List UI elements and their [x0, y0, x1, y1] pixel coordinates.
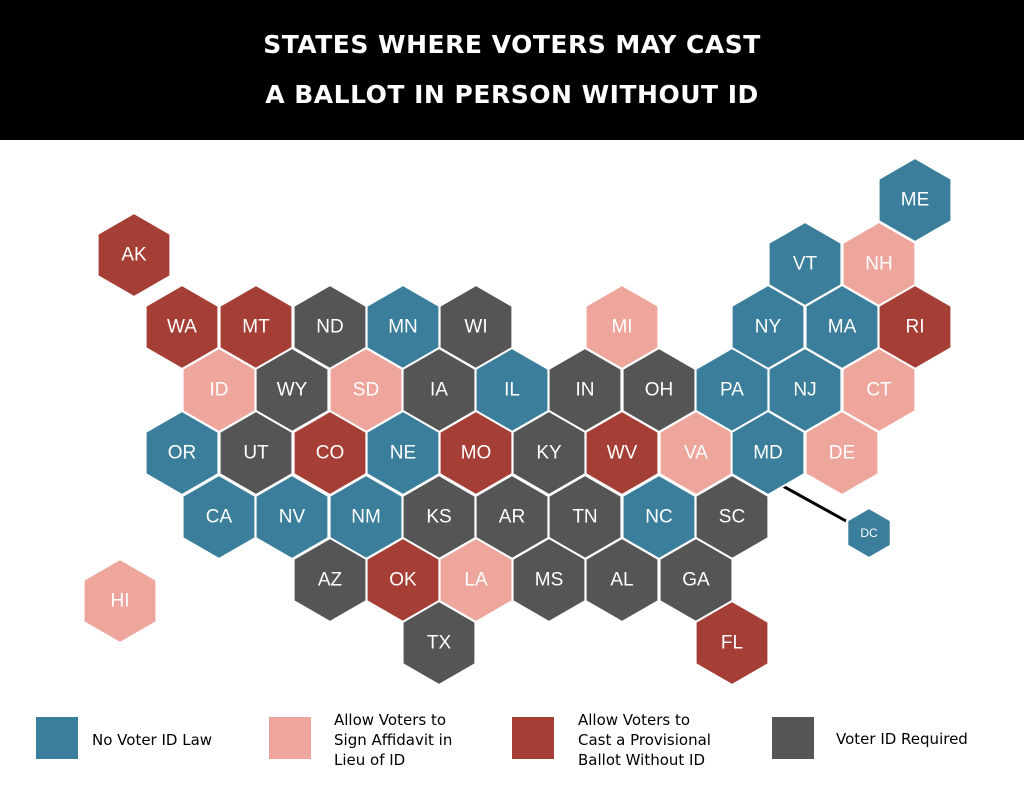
legend-label-provisional: Allow Voters to Cast a Provisional Ballo… — [578, 711, 711, 769]
state-label-nh: NH — [865, 254, 892, 275]
state-shape-al — [584, 536, 660, 624]
legend-swatch-required — [772, 717, 814, 759]
state-hex-ak: AK — [96, 211, 172, 299]
state-shape-hi — [82, 557, 158, 645]
state-label-ak: AK — [121, 245, 147, 266]
state-label-vt: VT — [793, 254, 818, 275]
state-hex-or: OR — [144, 409, 220, 497]
state-label-il: IL — [504, 380, 520, 401]
state-label-ar: AR — [499, 507, 525, 528]
state-label-ne: NE — [390, 443, 416, 464]
state-shape-de — [804, 409, 880, 497]
state-label-mt: MT — [242, 317, 270, 338]
header-banner: STATES WHERE VOTERS MAY CAST A BALLOT IN… — [0, 0, 1024, 140]
state-label-id: ID — [210, 380, 229, 401]
state-label-tn: TN — [572, 507, 597, 528]
state-label-ut: UT — [243, 443, 269, 464]
state-label-nd: ND — [316, 317, 343, 338]
legend-label-no-id: No Voter ID Law — [92, 731, 213, 749]
state-hex-mo: MO — [438, 409, 514, 497]
state-hex-de: DE — [804, 409, 880, 497]
state-hex-nv: NV — [254, 473, 330, 561]
state-shape-nv — [254, 473, 330, 561]
state-label-sc: SC — [719, 507, 745, 528]
state-label-ct: CT — [866, 380, 892, 401]
state-label-hi: HI — [111, 591, 130, 612]
state-label-nv: NV — [279, 507, 306, 528]
state-label-wv: WV — [607, 443, 638, 464]
state-hex-wa: WA — [144, 283, 220, 371]
legend-swatch-provisional — [512, 717, 554, 759]
state-label-ri: RI — [906, 317, 925, 338]
state-label-ok: OK — [389, 570, 417, 591]
state-label-al: AL — [610, 570, 633, 591]
state-hex-wv: WV — [584, 409, 660, 497]
state-label-tx: TX — [427, 633, 452, 654]
state-label-sd: SD — [353, 380, 379, 401]
state-shape-tx — [401, 599, 477, 687]
state-label-dc: DC — [860, 526, 878, 540]
state-label-ga: GA — [682, 570, 710, 591]
state-label-fl: FL — [721, 633, 743, 654]
state-label-nm: NM — [351, 507, 381, 528]
state-label-md: MD — [753, 443, 783, 464]
state-label-la: LA — [464, 570, 488, 591]
state-hex-fl: FL — [694, 599, 770, 687]
state-label-mo: MO — [461, 443, 492, 464]
state-label-nj: NJ — [793, 380, 816, 401]
state-shape-wv — [584, 409, 660, 497]
state-label-de: DE — [829, 443, 855, 464]
state-label-ny: NY — [755, 317, 782, 338]
state-shape-fl — [694, 599, 770, 687]
legend-swatch-no-id — [36, 717, 78, 759]
state-label-ms: MS — [535, 570, 564, 591]
state-hex-tx: TX — [401, 599, 477, 687]
state-label-ks: KS — [426, 507, 451, 528]
state-hex-nh: NH — [841, 220, 917, 308]
state-label-ca: CA — [206, 507, 233, 528]
state-label-mi: MI — [611, 317, 632, 338]
state-hex-in: IN — [547, 346, 623, 434]
state-label-co: CO — [316, 443, 345, 464]
state-hex-vt: VT — [767, 220, 843, 308]
state-hex-me: ME — [877, 156, 953, 244]
state-label-va: VA — [684, 443, 708, 464]
state-label-wy: WY — [277, 380, 308, 401]
state-label-or: OR — [168, 443, 197, 464]
state-hex-ri: RI — [877, 283, 953, 371]
state-hex-az: AZ — [292, 536, 368, 624]
state-hex-pa: PA — [694, 346, 770, 434]
title-line-2: A BALLOT IN PERSON WITHOUT ID — [265, 80, 759, 109]
state-hex-md: MD — [730, 409, 806, 497]
state-hex-dc: DC — [846, 506, 892, 560]
state-shape-dc — [846, 506, 892, 560]
state-label-in: IN — [576, 380, 595, 401]
state-label-ky: KY — [536, 443, 562, 464]
state-hex-ks: KS — [401, 473, 477, 561]
legend-swatch-affidavit — [269, 717, 311, 759]
state-hex-hi: HI — [82, 557, 158, 645]
state-label-ma: MA — [828, 317, 857, 338]
state-label-pa: PA — [720, 380, 744, 401]
state-label-wi: WI — [464, 317, 487, 338]
state-label-me: ME — [901, 190, 930, 211]
state-label-nc: NC — [645, 507, 672, 528]
state-label-az: AZ — [318, 570, 343, 591]
title-line-1: STATES WHERE VOTERS MAY CAST — [263, 30, 761, 59]
state-shape-ak — [96, 211, 172, 299]
state-label-mn: MN — [388, 317, 418, 338]
state-hex-sc: SC — [694, 473, 770, 561]
state-label-oh: OH — [645, 380, 674, 401]
state-shape-or — [144, 409, 220, 497]
legend-label-required: Voter ID Required — [836, 730, 968, 748]
legend-label-affidavit: Allow Voters to Sign Affidavit in Lieu o… — [334, 711, 453, 769]
state-hex-al: AL — [584, 536, 660, 624]
state-label-ia: IA — [430, 380, 448, 401]
state-label-wa: WA — [167, 317, 197, 338]
